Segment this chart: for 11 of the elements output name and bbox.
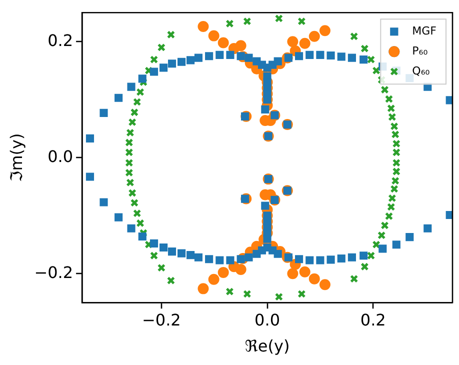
y-axis-title: ℑm(y) <box>6 133 26 182</box>
x-axis-title: ℜe(y) <box>244 336 290 356</box>
legend-label: MGF <box>412 24 436 38</box>
y-tick-label: −0.2 <box>34 262 74 282</box>
y-tick-label: 0.0 <box>48 146 74 166</box>
legend-label: Q₆₀ <box>412 64 430 78</box>
x-tick-label: −0.2 <box>142 310 181 330</box>
x-tick-label: 0.0 <box>254 310 280 330</box>
y-tick-label: 0.2 <box>48 30 74 50</box>
x-tick-label: 0.2 <box>360 310 386 330</box>
legend-label: P₆₀ <box>412 44 428 58</box>
